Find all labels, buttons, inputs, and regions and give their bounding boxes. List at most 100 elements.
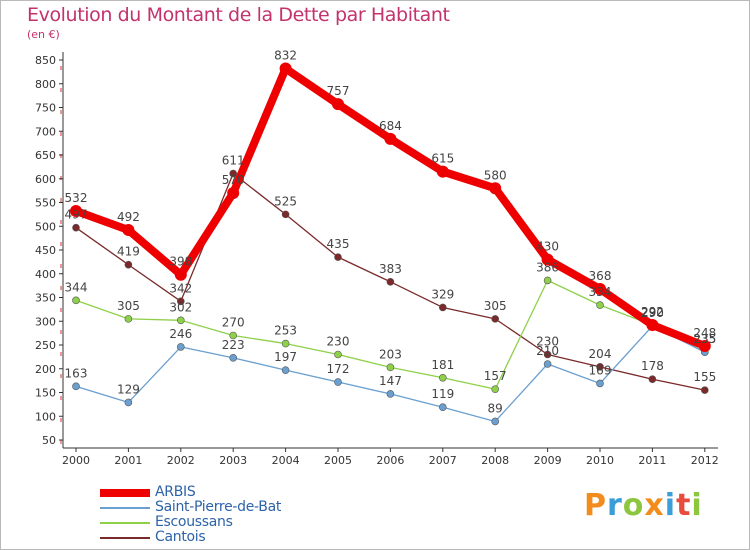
legend-swatch <box>100 537 150 539</box>
data-point-arbis <box>70 205 82 218</box>
x-tick-label: 2006 <box>376 454 404 467</box>
data-label-escoussans: 305 <box>117 299 140 313</box>
y-tick-label: 200 <box>35 363 56 376</box>
data-label-saint-pierre-de-bat: 197 <box>274 350 297 364</box>
data-point-arbis <box>122 224 135 237</box>
y-tick-label: 500 <box>35 220 56 233</box>
data-label-arbis: 532 <box>65 191 88 205</box>
legend-label: Escoussans <box>155 514 233 530</box>
data-label-cantois: 155 <box>693 370 716 384</box>
data-point-escoussans <box>124 315 133 323</box>
data-point-arbis <box>698 339 711 352</box>
data-label-arbis: 368 <box>589 269 612 283</box>
data-point-escoussans <box>177 316 185 325</box>
data-point-cantois <box>177 297 185 306</box>
data-point-saint-pierre-de-bat <box>124 398 133 407</box>
data-point-saint-pierre-de-bat <box>491 417 500 426</box>
x-tick-label: 2007 <box>429 454 457 467</box>
data-point-cantois <box>229 169 237 178</box>
data-label-arbis: 832 <box>274 49 297 63</box>
data-point-saint-pierre-de-bat <box>229 354 237 362</box>
data-point-arbis <box>279 62 292 75</box>
data-label-cantois: 497 <box>65 208 88 222</box>
y-tick-label: 800 <box>35 78 56 91</box>
y-tick-label: 100 <box>35 410 56 423</box>
data-label-saint-pierre-de-bat: 169 <box>589 363 612 377</box>
data-label-arbis: 398 <box>169 255 192 269</box>
series-points <box>70 62 711 426</box>
data-label-escoussans: 386 <box>536 260 559 274</box>
data-label-escoussans: 270 <box>222 316 245 330</box>
data-point-arbis <box>594 282 606 295</box>
data-point-cantois <box>386 278 395 286</box>
x-tick-label: 2003 <box>219 454 247 467</box>
data-label-escoussans: 344 <box>65 280 88 294</box>
proxiti-logo: Proxiti <box>584 488 703 523</box>
x-tick-label: 2005 <box>324 454 352 467</box>
data-label-arbis: 430 <box>536 240 559 254</box>
data-point-escoussans <box>491 385 500 393</box>
data-point-saint-pierre-de-bat <box>72 382 80 391</box>
data-label-cantois: 525 <box>274 194 297 208</box>
data-point-cantois <box>700 386 709 394</box>
data-point-cantois <box>648 375 657 384</box>
data-label-cantois: 204 <box>589 347 612 361</box>
data-label-saint-pierre-de-bat: 147 <box>379 374 402 388</box>
y-tick-label: 50 <box>42 434 56 447</box>
data-label-saint-pierre-de-bat: 89 <box>488 401 503 415</box>
data-label-arbis: 292 <box>641 305 664 319</box>
data-label-saint-pierre-de-bat: 290 <box>641 306 664 320</box>
data-label-escoussans: 253 <box>274 324 297 338</box>
data-label-arbis: 615 <box>431 152 454 166</box>
data-point-cantois <box>491 315 500 323</box>
y-tick-label: 150 <box>35 387 56 400</box>
data-point-cantois <box>543 350 552 359</box>
data-point-escoussans <box>596 301 604 309</box>
data-label-escoussans: 235 <box>693 332 716 346</box>
data-labels: 532 492 398 570 832 757 684 615 580 430 368 292 248 1… <box>65 49 717 416</box>
data-label-arbis: 248 <box>693 326 716 340</box>
y-tick-label: 600 <box>35 173 56 186</box>
data-point-cantois <box>438 303 447 312</box>
data-point-escoussans <box>543 276 552 285</box>
data-label-cantois: 342 <box>169 281 192 295</box>
data-label-cantois: 329 <box>431 287 454 301</box>
data-label-escoussans: 230 <box>327 335 350 349</box>
chart-subtitle: (en €) <box>27 28 60 41</box>
data-point-saint-pierre-de-bat <box>596 379 604 388</box>
y-tick-label: 750 <box>35 102 56 115</box>
x-tick-label: 2011 <box>638 454 666 467</box>
data-point-escoussans <box>72 296 80 305</box>
x-tick-label: 2010 <box>586 454 614 467</box>
data-label-escoussans: 302 <box>169 300 192 314</box>
data-label-cantois: 230 <box>536 335 559 349</box>
x-tick-label: 2001 <box>114 454 142 467</box>
data-label-cantois: 435 <box>327 237 350 251</box>
data-point-saint-pierre-de-bat <box>386 390 395 398</box>
data-label-arbis: 757 <box>327 84 350 98</box>
data-point-escoussans <box>334 350 342 359</box>
y-tick-label: 650 <box>35 149 56 162</box>
chart-title: Evolution du Montant de la Dette par Hab… <box>27 4 450 26</box>
data-label-arbis: 580 <box>484 168 507 182</box>
data-point-saint-pierre-de-bat <box>281 366 290 374</box>
data-point-saint-pierre-de-bat <box>334 378 342 386</box>
data-label-saint-pierre-de-bat: 235 <box>693 332 716 346</box>
data-label-escoussans: 334 <box>589 285 612 299</box>
x-tick-label: 2002 <box>167 454 195 467</box>
data-point-arbis <box>436 165 449 178</box>
legend-label: ARBIS <box>155 484 196 500</box>
data-point-arbis <box>332 98 344 111</box>
data-label-arbis: 684 <box>379 119 402 133</box>
legend-label: Cantois <box>155 529 206 545</box>
y-tick-label: 450 <box>35 244 56 257</box>
data-point-cantois <box>596 363 604 371</box>
data-label-escoussans: 181 <box>431 358 454 372</box>
data-point-arbis <box>227 187 240 199</box>
y-tick-label: 350 <box>35 292 56 305</box>
data-point-cantois <box>334 253 342 261</box>
data-label-cantois: 419 <box>117 245 140 259</box>
data-point-saint-pierre-de-bat <box>438 403 447 412</box>
data-label-cantois: 178 <box>641 359 664 373</box>
data-point-escoussans <box>386 363 395 372</box>
